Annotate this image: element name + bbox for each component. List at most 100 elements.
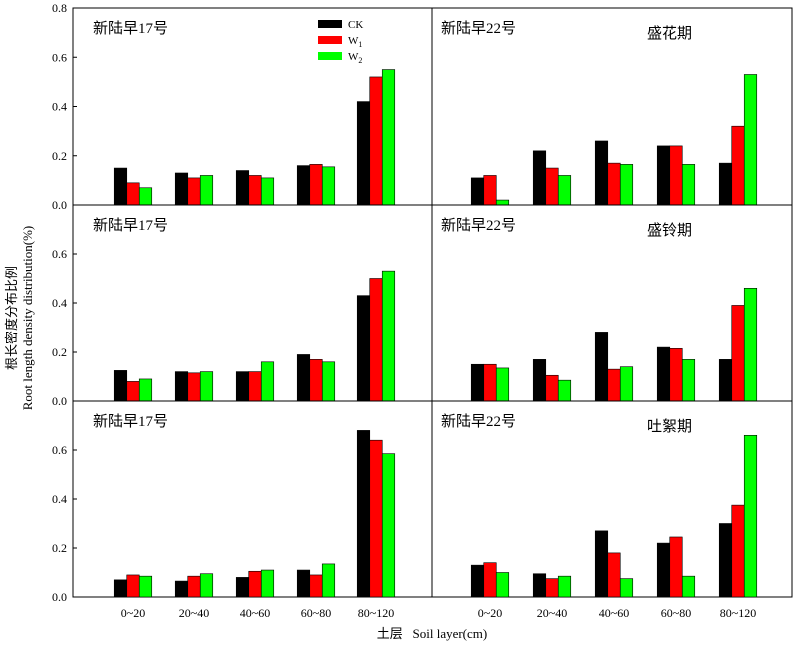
bar-ck-40~60 — [235, 170, 250, 206]
panel-2: 新陆早22号 盛花期 — [431, 7, 793, 206]
stage-title: 吐絮期 — [647, 418, 692, 435]
bar-w1-60~80 — [669, 145, 683, 206]
bar-w2-0~20 — [138, 378, 153, 402]
bar-ck-20~40 — [174, 580, 189, 598]
bar-ck-60~80 — [296, 354, 311, 402]
bar-w1-20~40 — [187, 372, 201, 402]
panel-title: 新陆早22号 — [441, 20, 516, 37]
bar-w1-20~40 — [545, 374, 559, 402]
legend-item-ck: CK — [318, 19, 363, 31]
y-axis-title-en: Root length density distribution(%) — [20, 226, 35, 411]
bar-ck-0~20 — [113, 167, 128, 206]
legend-label-subscript: 2 — [358, 56, 362, 65]
y-tick-label: 0.6 — [52, 247, 67, 261]
bar-w1-60~80 — [309, 359, 323, 402]
bar-w1-80~120 — [731, 504, 745, 598]
bar-w2-20~40 — [557, 175, 572, 206]
legend-item-w2: W2 — [318, 51, 362, 65]
bar-w1-0~20 — [126, 381, 140, 402]
bar-ck-80~120 — [718, 359, 733, 402]
legend-swatch — [318, 52, 342, 60]
bar-w1-40~60 — [607, 368, 621, 402]
bar-w2-60~80 — [681, 359, 696, 402]
x-tick-label: 40~60 — [240, 606, 271, 620]
legend-swatch — [318, 20, 342, 28]
x-tick-label: 40~60 — [599, 606, 630, 620]
x-tick-label: 80~120 — [358, 606, 395, 620]
y-tick-label: 0.2 — [52, 345, 67, 359]
bar-ck-60~80 — [656, 542, 671, 598]
bar-ck-80~120 — [356, 295, 371, 402]
bar-w2-20~40 — [199, 175, 214, 206]
bar-ck-80~120 — [356, 101, 371, 206]
panel-title: 新陆早17号 — [93, 20, 168, 37]
bar-w1-40~60 — [607, 552, 621, 598]
bar-ck-40~60 — [594, 530, 609, 598]
bar-w1-20~40 — [545, 167, 559, 206]
bar-ck-20~40 — [174, 172, 189, 206]
bar-ck-0~20 — [470, 363, 485, 402]
y-tick-label: 0.0 — [52, 198, 67, 212]
panel-4: 新陆早22号 盛铃期 — [431, 204, 793, 402]
y-tick-label: 0.2 — [52, 541, 67, 555]
bar-ck-80~120 — [356, 430, 371, 598]
bar-w2-40~60 — [619, 366, 634, 402]
bar-w2-0~20 — [138, 575, 153, 598]
bar-ck-40~60 — [235, 371, 250, 402]
bar-w2-60~80 — [321, 563, 336, 598]
bar-ck-20~40 — [174, 371, 189, 402]
bar-w1-40~60 — [607, 162, 621, 206]
x-tick-label: 80~120 — [720, 606, 757, 620]
x-tick-label: 60~80 — [301, 606, 332, 620]
bar-w1-80~120 — [369, 76, 383, 206]
bar-w2-20~40 — [199, 573, 214, 598]
bar-w2-60~80 — [321, 361, 336, 402]
x-tick-label: 60~80 — [661, 606, 692, 620]
y-tick-label: 0.0 — [52, 394, 67, 408]
legend-label: W2 — [348, 51, 362, 65]
y-tick-label: 0.6 — [52, 50, 67, 64]
bar-ck-40~60 — [235, 577, 250, 598]
bar-w2-80~120 — [743, 434, 758, 598]
panel-title: 新陆早17号 — [93, 217, 168, 234]
bar-ck-40~60 — [594, 332, 609, 402]
bar-w2-60~80 — [681, 575, 696, 598]
x-tick-label: 0~20 — [478, 606, 503, 620]
bar-ck-80~120 — [718, 523, 733, 598]
y-tick-label: 0.0 — [52, 590, 67, 604]
x-tick-label: 20~40 — [179, 606, 210, 620]
bar-w2-0~20 — [495, 572, 510, 598]
bar-w2-0~20 — [138, 187, 153, 206]
bar-w1-0~20 — [483, 363, 497, 402]
bar-w2-20~40 — [557, 379, 572, 402]
bar-w1-80~120 — [731, 305, 745, 402]
y-tick-label: 0.4 — [52, 296, 67, 310]
bar-w1-20~40 — [187, 575, 201, 598]
stage-title: 盛花期 — [647, 25, 692, 42]
bar-w1-40~60 — [248, 371, 262, 402]
bar-ck-80~120 — [718, 162, 733, 206]
bar-w2-60~80 — [681, 164, 696, 206]
bar-w2-80~120 — [743, 74, 758, 206]
bar-w1-80~120 — [369, 439, 383, 598]
y-tick-label: 0.2 — [52, 149, 67, 163]
bar-ck-0~20 — [470, 564, 485, 598]
bar-ck-0~20 — [113, 370, 128, 402]
bar-w2-40~60 — [619, 578, 634, 598]
stage-title: 盛铃期 — [647, 222, 692, 239]
bar-w2-80~120 — [381, 270, 396, 402]
y-axis-title-cn: 根长密度分布比例 — [4, 266, 19, 370]
bar-ck-20~40 — [532, 359, 547, 402]
bar-ck-60~80 — [656, 346, 671, 402]
legend-label: CK — [348, 19, 363, 31]
panel-3: 0.0 0.2 0.4 0.6 新陆早17号 — [52, 204, 433, 408]
bar-w1-60~80 — [669, 348, 683, 402]
bar-w2-80~120 — [743, 287, 758, 402]
y-tick-label: 0.8 — [52, 1, 67, 15]
y-tick-label: 0.4 — [52, 100, 67, 114]
bar-ck-20~40 — [532, 573, 547, 598]
bar-ck-0~20 — [470, 177, 485, 206]
bar-w1-60~80 — [309, 574, 323, 598]
bar-w2-0~20 — [495, 199, 510, 206]
